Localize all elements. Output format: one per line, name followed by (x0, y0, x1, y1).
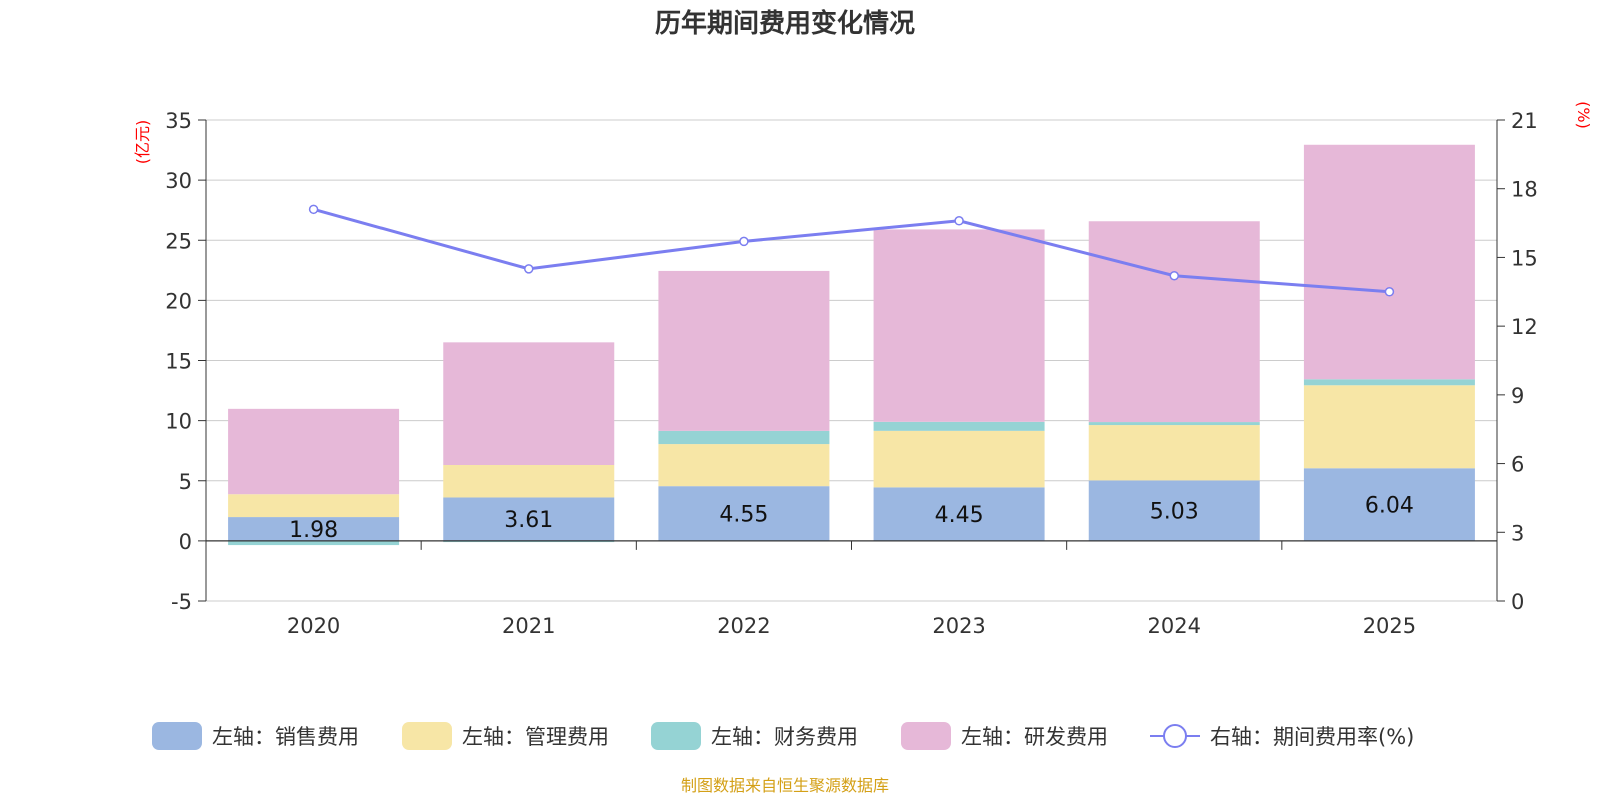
bar-segment (228, 494, 400, 518)
data-label: 4.55 (719, 503, 768, 528)
data-label: 6.04 (1365, 494, 1414, 519)
rate-line-point (308, 204, 319, 215)
grid-lines (206, 119, 1497, 602)
bar-segment (228, 408, 400, 495)
bar-segment (443, 497, 615, 541)
left-axis-tick-label: 30 (165, 169, 192, 193)
source-note: 制图数据来自恒生聚源数据库 (681, 776, 889, 795)
rate-line-point (1384, 287, 1395, 297)
legend-label: 左轴：销售费用 (212, 725, 359, 749)
rate-line-path (313, 207, 1390, 294)
bar-segment (658, 486, 830, 541)
right-axis-tick-label: 15 (1511, 246, 1538, 270)
bar-segment (1303, 468, 1475, 541)
data-labels: 1.98 3.61 4.55 4.45 5.03 6.04 (289, 494, 1414, 543)
right-axis-tick-label: 21 (1511, 109, 1538, 133)
bar-segment (228, 517, 400, 541)
bar-segment (1088, 422, 1260, 426)
left-axis-tick-label: 10 (165, 410, 192, 434)
left-axis-tick-label: 20 (165, 289, 192, 313)
bar-segment (1088, 480, 1260, 541)
bar-segment (443, 464, 615, 498)
left-axis-tick-label: 25 (165, 229, 192, 253)
rate-line-point (739, 236, 749, 247)
left-axis-unit: (亿元) (133, 120, 152, 165)
legend-label: 左轴：财务费用 (711, 725, 858, 749)
x-axis-tick-label: 2021 (502, 614, 555, 638)
bar-segment (443, 342, 615, 465)
bar-segment (658, 430, 830, 445)
bar-segment (658, 270, 830, 431)
right-axis-tick-label: 18 (1511, 178, 1538, 202)
data-label: 1.98 (289, 518, 338, 543)
rate-line-point (954, 216, 964, 226)
data-label: 5.03 (1150, 500, 1199, 525)
bar-segment (1303, 144, 1475, 380)
right-axis-tick-label: 0 (1511, 590, 1524, 614)
right-axis-tick-label: 12 (1511, 315, 1538, 339)
right-axis-tick-label: 3 (1511, 521, 1524, 545)
x-axis-tick-label: 2024 (1148, 614, 1201, 638)
bar-segment (873, 487, 1045, 541)
legend-swatch (651, 722, 701, 750)
x-axis-tick-label: 2025 (1363, 614, 1416, 638)
x-axis-tick-label: 2022 (717, 614, 770, 638)
data-label: 3.61 (504, 508, 553, 533)
bar-segment (228, 540, 400, 546)
legend-swatch (152, 722, 202, 750)
bar-segment (658, 444, 830, 487)
bar-segment (873, 229, 1045, 422)
left-axis-tick-label: -5 (171, 590, 192, 614)
legend-label: 左轴：管理费用 (462, 725, 609, 749)
bar-segment (873, 421, 1045, 431)
bar-segment (1088, 425, 1260, 481)
left-axis-tick-label: 35 (165, 109, 192, 133)
right-axis-unit: (%) (1574, 101, 1593, 129)
bar-segment (1303, 379, 1475, 386)
bar-segment (1303, 385, 1475, 469)
rate-line-point (1169, 271, 1179, 281)
left-axis-tick-label: 15 (165, 350, 192, 374)
chart-title: 历年期间费用变化情况 (655, 8, 915, 39)
rate-line-point (524, 264, 534, 274)
bar-segment (873, 430, 1045, 488)
legend-swatch-marker (1163, 724, 1187, 748)
legend-label: 右轴：期间费用率(%) (1210, 725, 1414, 749)
legend: 左轴：销售费用 左轴：管理费用 左轴：财务费用 左轴：研发费用 右轴：期间费用率(%) (152, 722, 1414, 750)
left-axis-tick-label: 0 (179, 530, 192, 554)
legend-label: 左轴：研发费用 (961, 725, 1108, 749)
bar-segment (1088, 221, 1260, 423)
right-axis-tick-label: 6 (1511, 453, 1524, 477)
x-axis-tick-label: 2020 (287, 614, 340, 638)
bars (228, 144, 1475, 546)
x-axis-tick-label: 2023 (932, 614, 985, 638)
legend-swatch (402, 722, 452, 750)
data-label: 4.45 (935, 503, 984, 528)
left-axis-tick-label: 5 (179, 470, 192, 494)
right-axis-tick-label: 9 (1511, 384, 1524, 408)
legend-swatch (901, 722, 951, 750)
rate-line (308, 204, 1395, 297)
